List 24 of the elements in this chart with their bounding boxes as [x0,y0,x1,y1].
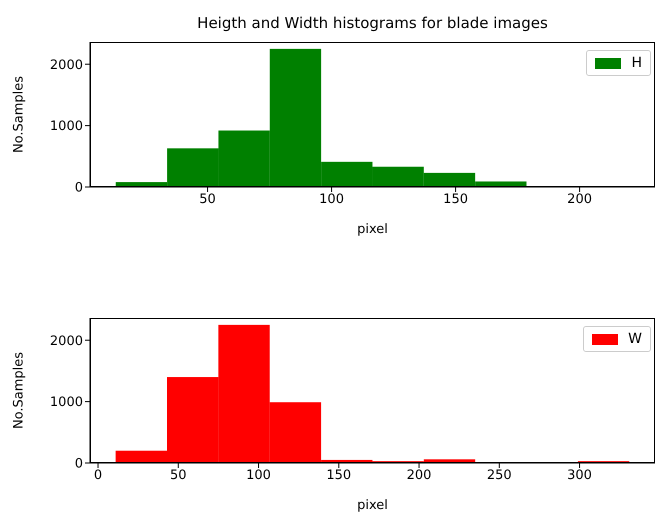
x-tick-label: 100 [246,468,271,484]
y-axis-title: No.Samples [12,352,27,430]
legend-label: H [631,55,642,71]
y-tick-label: 1000 [50,395,83,410]
x-tick-label: 150 [326,468,352,484]
y-tick-label: 0 [74,456,83,472]
x-tick-label: 100 [319,192,344,208]
legend-label: W [628,331,642,347]
y-tick-label: 2000 [50,58,83,73]
x-tick-label: 250 [486,468,512,484]
x-tick-label: 200 [567,192,592,208]
y-axis-title: No.Samples [12,76,27,154]
x-tick-label: 150 [443,192,468,208]
x-tick-label: 50 [170,468,187,484]
x-tick-label: 0 [94,468,102,484]
y-tick-label: 2000 [50,334,83,349]
x-tick-label: 300 [567,468,592,484]
x-axis-title: pixel [357,222,388,237]
x-axis-title: pixel [357,498,388,513]
y-tick-label: 1000 [50,119,83,134]
x-tick-label: 50 [199,192,216,208]
y-tick-label: 0 [74,180,83,196]
chart-title: Heigth and Width histograms for blade images [196,14,549,32]
x-tick-label: 200 [406,468,432,484]
